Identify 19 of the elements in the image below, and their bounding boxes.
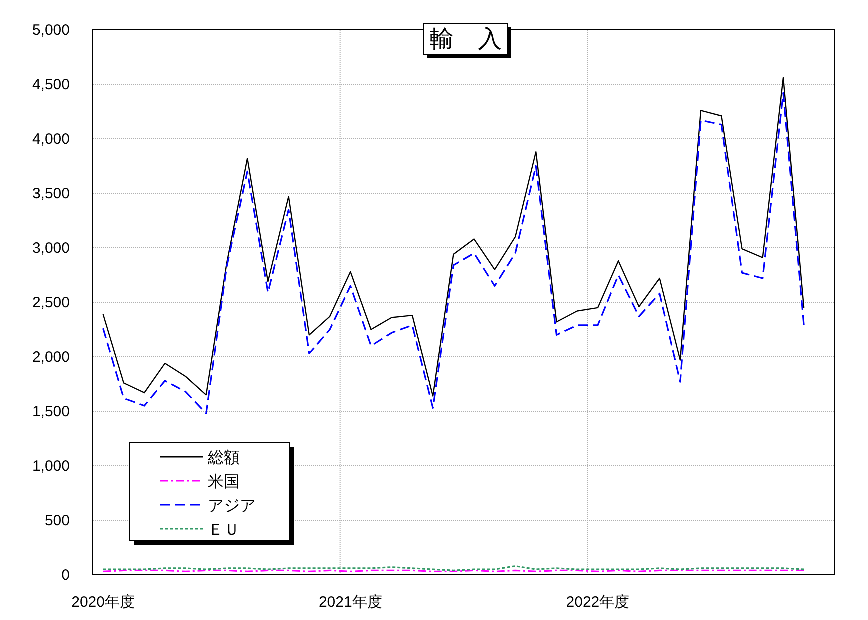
y-tick-label: 1,000 [32, 458, 70, 475]
y-tick-label: 500 [44, 512, 70, 530]
y-tick-label: 5,000 [32, 22, 70, 39]
y-tick-label: 4,000 [32, 131, 70, 148]
y-tick-label: 3,000 [32, 240, 70, 257]
chart-title: 輸 入 [430, 26, 502, 53]
x-tick-label: 2021年度 [318, 594, 382, 611]
y-tick-label: 2,500 [32, 294, 70, 312]
y-tick-label: 3,500 [32, 186, 70, 202]
legend-label: ＥＵ [208, 522, 240, 539]
y-tick-label: 4,500 [32, 76, 70, 94]
y-tick-label: 0 [62, 567, 70, 584]
legend-label: 総額 [207, 449, 240, 467]
x-tick-label: 2022年度 [566, 594, 630, 611]
legend-label: アジア [208, 498, 256, 515]
x-tick-label: 2020年度 [72, 594, 135, 611]
y-tick-label: 2,000 [32, 349, 70, 366]
legend-label: 米国 [208, 473, 240, 491]
y-tick-label: 1,500 [32, 404, 70, 420]
